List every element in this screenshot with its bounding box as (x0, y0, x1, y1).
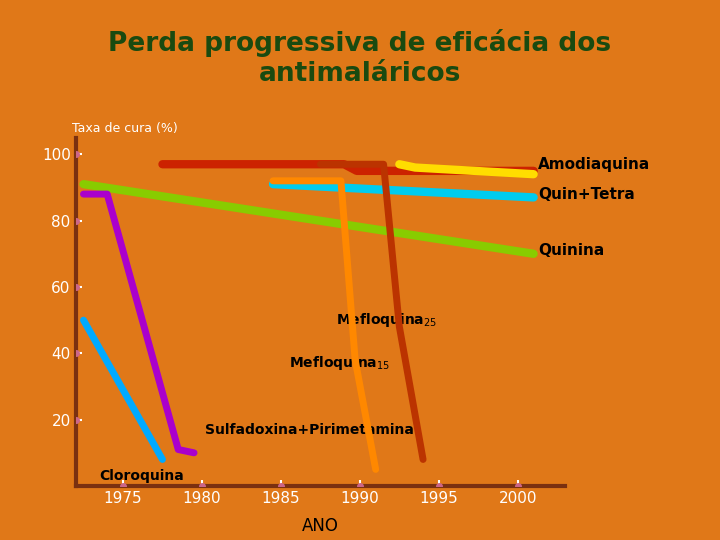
Text: Quin+Tetra: Quin+Tetra (539, 187, 635, 201)
Text: Quinina: Quinina (539, 243, 605, 258)
Text: Mefloquina$_{25}$: Mefloquina$_{25}$ (336, 311, 437, 329)
Text: Cloroquina: Cloroquina (99, 469, 184, 483)
Text: Taxa de cura (%): Taxa de cura (%) (72, 122, 178, 135)
Text: Sulfadoxina+Pirimetamina: Sulfadoxina+Pirimetamina (205, 423, 414, 437)
Text: Perda progressiva de eficácia dos
antimaláricos: Perda progressiva de eficácia dos antima… (109, 29, 611, 87)
Text: Mefloquina$_{15}$: Mefloquina$_{15}$ (289, 354, 390, 372)
Text: Amodiaquina: Amodiaquina (539, 157, 651, 172)
Text: ANO: ANO (302, 517, 339, 535)
